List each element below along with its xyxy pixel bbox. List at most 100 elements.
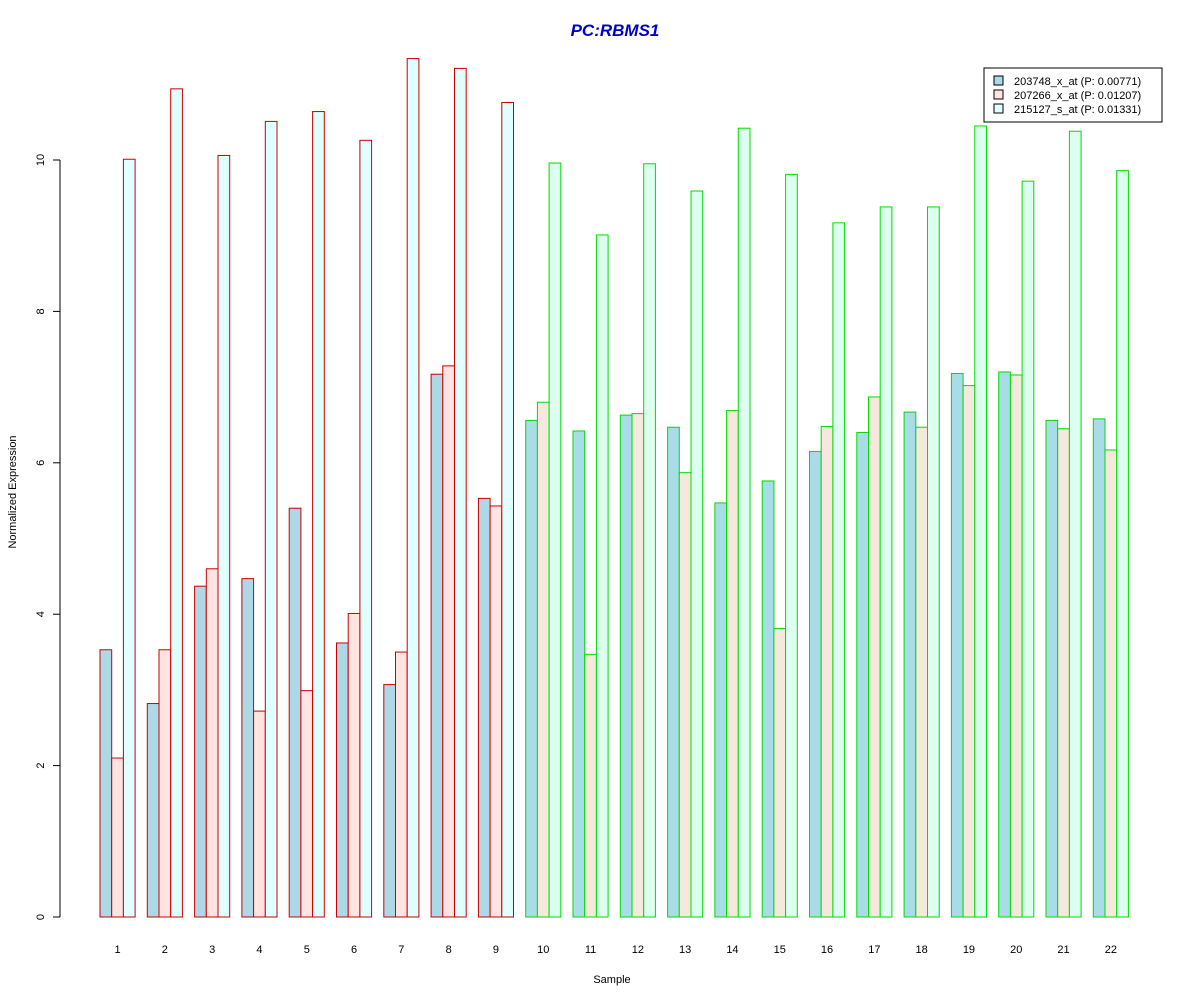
legend-swatch-1 (993, 75, 1004, 86)
x-tick-label: 6 (351, 944, 357, 956)
x-tick-label: 17 (868, 944, 880, 956)
chart-title: PC:RBMS1 (571, 21, 660, 40)
bar-3 (501, 101, 514, 918)
x-tick-label: 11 (585, 944, 596, 956)
bar-2 (1057, 428, 1070, 918)
legend-label-3: 215127_s_at (P: 0.01331) (1014, 104, 1141, 116)
bar-3 (595, 234, 609, 918)
bar-2 (395, 651, 408, 918)
legend-swatch-3 (993, 103, 1004, 114)
bar-3 (312, 111, 325, 918)
bar-3 (170, 88, 183, 918)
bar-1 (99, 649, 113, 918)
bar-3 (406, 58, 420, 918)
y-axis: 0 2 4 6 8 10 (35, 154, 61, 920)
bar-1 (525, 419, 538, 918)
bar-2 (915, 426, 928, 918)
y-tick-label: 8 (35, 308, 47, 314)
bar-1 (809, 450, 822, 918)
bar-2 (442, 365, 455, 918)
bar-3 (737, 127, 751, 918)
x-tick-label: 3 (209, 944, 215, 956)
y-axis-label: Normalized Expression (7, 435, 19, 548)
bar-2 (584, 653, 597, 918)
x-tick-label: 8 (446, 944, 452, 956)
bar-3 (879, 206, 893, 918)
bar-2 (868, 396, 881, 918)
bar-2 (726, 410, 739, 918)
x-tick-label: 10 (537, 944, 549, 956)
bar-3 (454, 67, 467, 918)
y-tick-label: 0 (35, 914, 47, 920)
bar-1 (998, 371, 1011, 918)
bar-3 (1068, 130, 1082, 918)
x-tick-label: 7 (398, 944, 404, 956)
x-tick-label: 20 (1010, 944, 1022, 956)
bar-1 (336, 642, 349, 918)
bar-2 (773, 628, 787, 918)
bar-1 (1045, 419, 1059, 918)
bar-1 (572, 430, 586, 918)
bar-3 (122, 158, 136, 918)
bar-3 (974, 125, 987, 918)
bar-3 (927, 206, 940, 918)
bar-2 (111, 757, 124, 918)
bar-1 (667, 426, 680, 918)
bar-1 (194, 585, 207, 918)
bar-2 (253, 710, 266, 918)
bar-2 (1104, 449, 1118, 918)
y-tick-label: 2 (35, 763, 47, 769)
y-tick-label: 4 (35, 611, 47, 617)
bar-2 (347, 612, 361, 918)
bar-1 (383, 684, 396, 918)
bar-3 (359, 139, 373, 918)
x-tick-labels: 1 2 3 4 5 6 7 8 9 10 11 12 13 14 15 16 17 18 19 20 21 22 (114, 944, 1116, 956)
bars (99, 58, 1129, 918)
bar-2 (962, 385, 976, 918)
bar-3 (785, 173, 798, 918)
x-tick-label: 1 (114, 944, 120, 956)
bar-3 (264, 120, 278, 918)
bar-3 (1021, 180, 1035, 918)
bar-1 (619, 414, 633, 918)
legend-swatch-2 (993, 89, 1004, 100)
x-tick-label: 13 (679, 944, 691, 956)
x-tick-label: 18 (916, 944, 928, 956)
bar-1 (146, 703, 160, 918)
x-axis-label: Sample (593, 974, 630, 986)
bar-1 (241, 578, 255, 918)
x-tick-label: 15 (774, 944, 786, 956)
y-tick-label: 6 (35, 460, 47, 466)
legend-label-1: 203748_x_at (P: 0.00771) (1014, 76, 1141, 88)
x-tick-label: 16 (821, 944, 833, 956)
bar-3 (548, 162, 562, 918)
bar-2 (536, 401, 550, 918)
x-tick-label: 21 (1057, 944, 1069, 956)
bar-2 (158, 649, 172, 918)
bar-1 (288, 507, 302, 918)
x-tick-label: 9 (493, 944, 499, 956)
bar-1 (430, 373, 444, 918)
bar-3 (217, 154, 231, 918)
y-tick-label: 10 (35, 154, 47, 166)
x-tick-label: 14 (726, 944, 738, 956)
x-tick-label: 5 (304, 944, 310, 956)
bar-2 (205, 568, 219, 918)
bar-1 (714, 502, 728, 918)
bar-1 (856, 432, 869, 918)
bar-3 (1116, 170, 1129, 918)
bar-2 (489, 505, 503, 918)
bar-3 (643, 163, 656, 918)
bar-2 (820, 425, 834, 918)
x-tick-label: 2 (162, 944, 168, 956)
bar-2 (1009, 374, 1023, 918)
x-tick-label: 4 (256, 944, 262, 956)
legend-label-2: 207266_x_at (P: 0.01207) (1014, 90, 1141, 102)
x-tick-label: 19 (963, 944, 975, 956)
bar-1 (950, 372, 964, 918)
bar-3 (690, 190, 704, 918)
bar-1 (477, 497, 491, 918)
bar-2 (631, 413, 645, 918)
x-tick-label: 22 (1105, 944, 1117, 956)
